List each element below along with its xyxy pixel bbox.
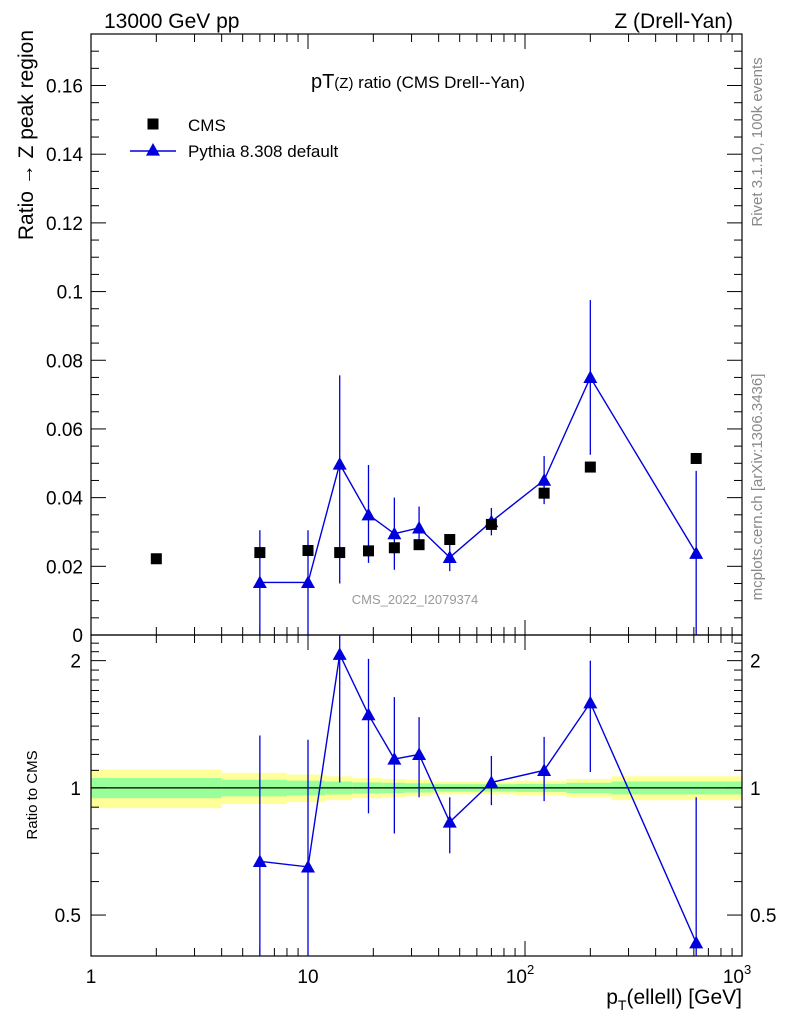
ratio-frame [90,634,743,957]
ratio-point [412,747,427,760]
ratio-point [537,763,552,776]
ratio-y-tick-label: 0.5 [55,906,81,927]
x-tick-label: 103 [723,962,751,988]
cms-point [362,545,374,557]
pythia-point [442,550,457,563]
y-tick-label: 0.16 [46,77,83,98]
ratio-point [301,859,315,873]
cms-point [485,518,497,530]
y-tick-label: 0.12 [46,214,83,235]
ratio-point [332,647,347,660]
pythia-point [332,456,347,470]
pythia-point [689,546,704,559]
cms-point [584,461,596,473]
title-part: pT [311,71,334,93]
x-tick-label: 102 [506,962,534,988]
x-tick-exponent: 2 [527,962,534,977]
ratio-y-tick-label-right: 1 [750,779,761,800]
y-axis-label: Ratio → Z peak region [15,30,38,240]
cms-point [538,487,550,499]
ratio-point [689,935,704,949]
cms-point [254,547,266,559]
ratio-point [252,854,267,867]
ratio-point [583,695,598,709]
title-part: (Z) [334,75,353,92]
y-tick-label: 0.14 [46,145,83,166]
y-tick-label: 0.04 [46,489,83,510]
y-tick-label: 0.02 [46,557,83,578]
legend-pythia-marker [146,143,160,156]
ratio-point [387,752,402,765]
ratio-y-tick-label: 1 [70,779,81,800]
cms-point [444,534,456,546]
analysis-watermark: CMS_2022_I2079374 [352,592,479,607]
pythia-point [412,520,427,534]
y-tick-label: 0.08 [46,351,83,372]
x-tick-exponent: 3 [744,962,751,977]
y-tick-label: 0.1 [57,283,83,304]
y-tick-label: 0.06 [46,420,83,441]
legend-pythia-label: Pythia 8.308 default [188,142,339,161]
legend-cms-label: CMS [188,116,226,135]
cms-point [334,547,346,559]
ratio-point [442,815,457,828]
ratio-point [484,775,499,789]
title-part: ratio (CMS Drell--Yan) [353,73,525,92]
pythia-point [537,473,552,486]
pythia-point [583,370,598,384]
ratio-y-tick-label-right: 2 [750,652,761,673]
x-tick-label: 10 [297,967,318,988]
y-tick-label: 0 [72,626,83,647]
pythia-point [361,507,376,521]
x-label-sub: T [618,997,627,1013]
cms-point [388,542,400,554]
legend-cms-marker [147,118,159,130]
legend: CMS Pythia 8.308 default [130,116,339,161]
ratio-panel: 0.5 0.5 1 1 2 2 Ratio to CMS 1 10 102 103 pT(ell… [24,634,776,1013]
cms-point [413,539,425,551]
cms-point [690,452,702,464]
plot-title: pT(Z) ratio (CMS Drell--Yan) [311,71,525,93]
pythia-point [301,575,315,589]
pythia-line [259,375,697,584]
main-panel: 0 0.02 0.04 0.06 0.08 0.1 0.12 0.14 0.16 pT(Z) r… [15,30,743,647]
ratio-y-axis-label: Ratio to CMS [24,750,41,839]
x-label-base: p [606,986,618,1009]
ratio-y-tick-label-right: 0.5 [750,906,776,927]
x-label-rest: (ellell) [GeV] [626,986,742,1009]
ratio-y-tick-label: 2 [70,652,81,673]
cms-point [150,553,162,565]
pythia-point [252,575,267,589]
header-right: Z (Drell-Yan) [614,10,733,33]
cms-point [302,545,314,557]
ratio-point [361,707,376,721]
rivet-label: Rivet 3.1.10, 100k events [749,57,766,226]
pythia-point [387,526,402,540]
mcplots-label: mcplots.cern.ch [arXiv:1306.3436] [749,374,766,601]
header-left: 13000 GeV pp [104,10,239,33]
x-tick-label: 1 [86,967,97,988]
x-axis-label: pT(ellell) [GeV] [606,986,742,1013]
